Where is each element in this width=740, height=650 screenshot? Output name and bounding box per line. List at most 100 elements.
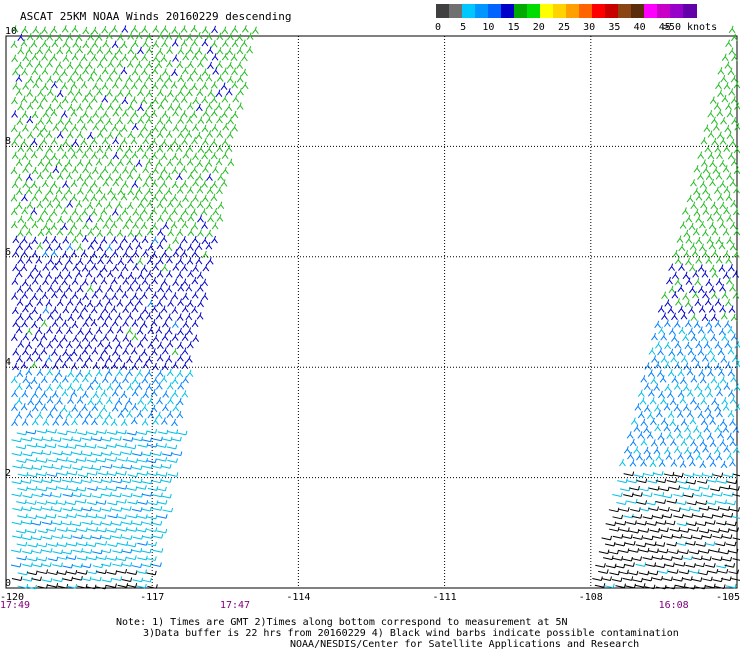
- wind-barb: [152, 436, 163, 442]
- wind-barb: [723, 445, 731, 453]
- wind-barb: [200, 208, 208, 216]
- wind-barb: [686, 389, 694, 397]
- wind-barb: [95, 33, 103, 41]
- wind-barb: [716, 563, 727, 569]
- wind-barb: [50, 25, 58, 34]
- lon-tick-label: -114: [286, 592, 311, 603]
- wind-barb: [116, 470, 127, 476]
- wind-barb: [732, 291, 740, 299]
- wind-barb: [51, 390, 59, 398]
- wind-barb: [71, 166, 79, 174]
- wind-barb: [722, 165, 730, 173]
- wind-barb: [86, 201, 94, 210]
- wind-barb: [140, 348, 148, 356]
- wind-barb: [71, 52, 79, 61]
- wind-barb: [46, 33, 54, 41]
- wind-barb: [97, 353, 105, 362]
- wind-barb: [65, 284, 73, 292]
- wind-barb: [191, 136, 198, 145]
- wind-barb: [45, 513, 57, 519]
- wind-barb: [677, 284, 685, 293]
- wind-barb: [22, 465, 34, 470]
- wind-barb: [10, 562, 22, 568]
- wind-barb: [16, 312, 24, 321]
- wind-barb: [75, 33, 83, 42]
- legend-swatch: [540, 4, 554, 18]
- wind-barb: [615, 541, 626, 547]
- wind-barb: [695, 521, 707, 527]
- wind-barb: [145, 46, 153, 54]
- wind-barb: [657, 432, 665, 440]
- wind-barb: [31, 506, 43, 511]
- wind-barb: [147, 299, 155, 308]
- wind-barb: [156, 214, 164, 223]
- wind-barb: [121, 25, 129, 33]
- wind-barb: [16, 355, 23, 363]
- wind-barb: [46, 60, 53, 68]
- wind-barb: [101, 361, 109, 370]
- wind-barb: [27, 570, 38, 576]
- wind-barb: [131, 151, 139, 159]
- wind-barb: [87, 74, 95, 82]
- wind-barb: [217, 201, 225, 209]
- wind-barb: [141, 53, 148, 62]
- wind-barb: [42, 418, 50, 426]
- wind-barb: [36, 130, 44, 138]
- wind-barb: [102, 179, 110, 187]
- wind-barb: [16, 499, 27, 505]
- wind-barb: [160, 138, 168, 147]
- wind-barb: [77, 541, 88, 547]
- wind-speed-legend: 0 5 10 15 20 25 30 35 40 45 >50 knots: [435, 4, 717, 34]
- wind-barb: [70, 222, 78, 230]
- wind-barb: [52, 165, 60, 174]
- wind-barb: [615, 520, 627, 526]
- wind-barb: [111, 576, 123, 582]
- wind-barb: [62, 563, 74, 569]
- wind-barb: [682, 555, 693, 561]
- wind-barb: [172, 263, 180, 271]
- wind-barb: [90, 334, 98, 342]
- wind-barb: [97, 116, 104, 124]
- wind-barb: [42, 263, 50, 271]
- wind-barb: [61, 25, 69, 33]
- wind-barb: [131, 547, 143, 553]
- wind-barb: [221, 110, 228, 118]
- wind-barb: [86, 256, 94, 265]
- wind-barb: [17, 583, 29, 589]
- wind-barb: [618, 569, 629, 575]
- wind-barb: [694, 402, 702, 411]
- wind-barb: [631, 514, 643, 519]
- wind-barb: [107, 60, 114, 68]
- wind-barb: [733, 145, 740, 154]
- wind-barb: [32, 478, 43, 484]
- wind-barb: [97, 312, 105, 321]
- wind-barb: [31, 576, 42, 582]
- wind-barb: [102, 333, 109, 341]
- wind-barb: [171, 292, 179, 300]
- wind-barb: [41, 492, 52, 497]
- wind-barb: [86, 172, 93, 180]
- wind-barb: [20, 263, 28, 272]
- wind-barb: [21, 25, 29, 34]
- map-frame: [5, 35, 738, 589]
- wind-barb: [55, 500, 67, 506]
- wind-barb: [160, 305, 168, 313]
- wind-barb: [122, 437, 134, 442]
- wind-barb: [630, 507, 641, 512]
- wind-barb: [56, 570, 67, 575]
- legend-label: 25: [557, 22, 571, 33]
- wind-barb: [132, 263, 140, 271]
- wind-barb: [630, 417, 638, 425]
- wind-barb: [216, 74, 224, 82]
- wind-barb: [690, 201, 698, 210]
- wind-barb: [51, 306, 59, 314]
- wind-barb: [131, 53, 139, 61]
- wind-barb: [156, 369, 164, 377]
- wind-barb: [76, 410, 83, 419]
- wind-barb: [619, 507, 630, 512]
- wind-barb: [146, 144, 153, 152]
- wind-barb: [57, 430, 68, 436]
- wind-barb: [12, 319, 20, 328]
- wind-barb: [27, 397, 35, 406]
- wind-barb: [708, 506, 720, 511]
